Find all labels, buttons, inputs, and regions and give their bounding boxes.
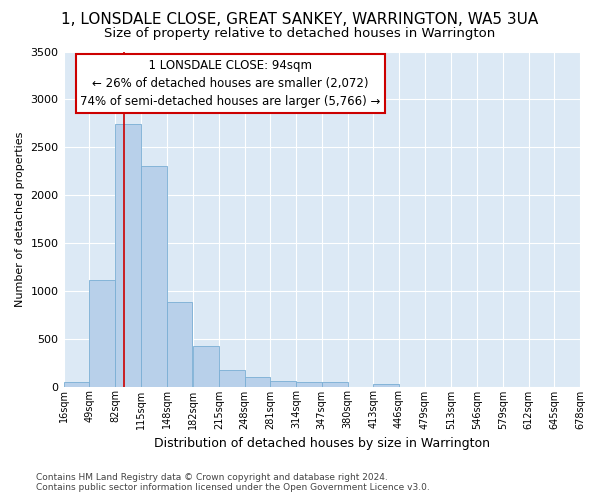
Bar: [89, 280, 115, 386]
Text: 1, LONSDALE CLOSE, GREAT SANKEY, WARRINGTON, WA5 3UA: 1, LONSDALE CLOSE, GREAT SANKEY, WARRING…: [61, 12, 539, 28]
Text: 1 LONSDALE CLOSE: 94sqm  
← 26% of detached houses are smaller (2,072)
74% of se: 1 LONSDALE CLOSE: 94sqm ← 26% of detache…: [80, 59, 380, 108]
Bar: [141, 166, 167, 386]
Text: Size of property relative to detached houses in Warrington: Size of property relative to detached ho…: [104, 28, 496, 40]
Bar: [245, 378, 270, 386]
Bar: [373, 384, 399, 386]
Bar: [219, 370, 245, 386]
Bar: [322, 382, 347, 386]
Text: Contains HM Land Registry data © Crown copyright and database right 2024.
Contai: Contains HM Land Registry data © Crown c…: [36, 473, 430, 492]
X-axis label: Distribution of detached houses by size in Warrington: Distribution of detached houses by size …: [154, 437, 490, 450]
Bar: [193, 346, 219, 387]
Y-axis label: Number of detached properties: Number of detached properties: [15, 132, 25, 306]
Bar: [270, 381, 296, 386]
Bar: [64, 382, 89, 386]
Bar: [115, 124, 141, 386]
Bar: [296, 382, 322, 386]
Bar: [167, 302, 192, 386]
